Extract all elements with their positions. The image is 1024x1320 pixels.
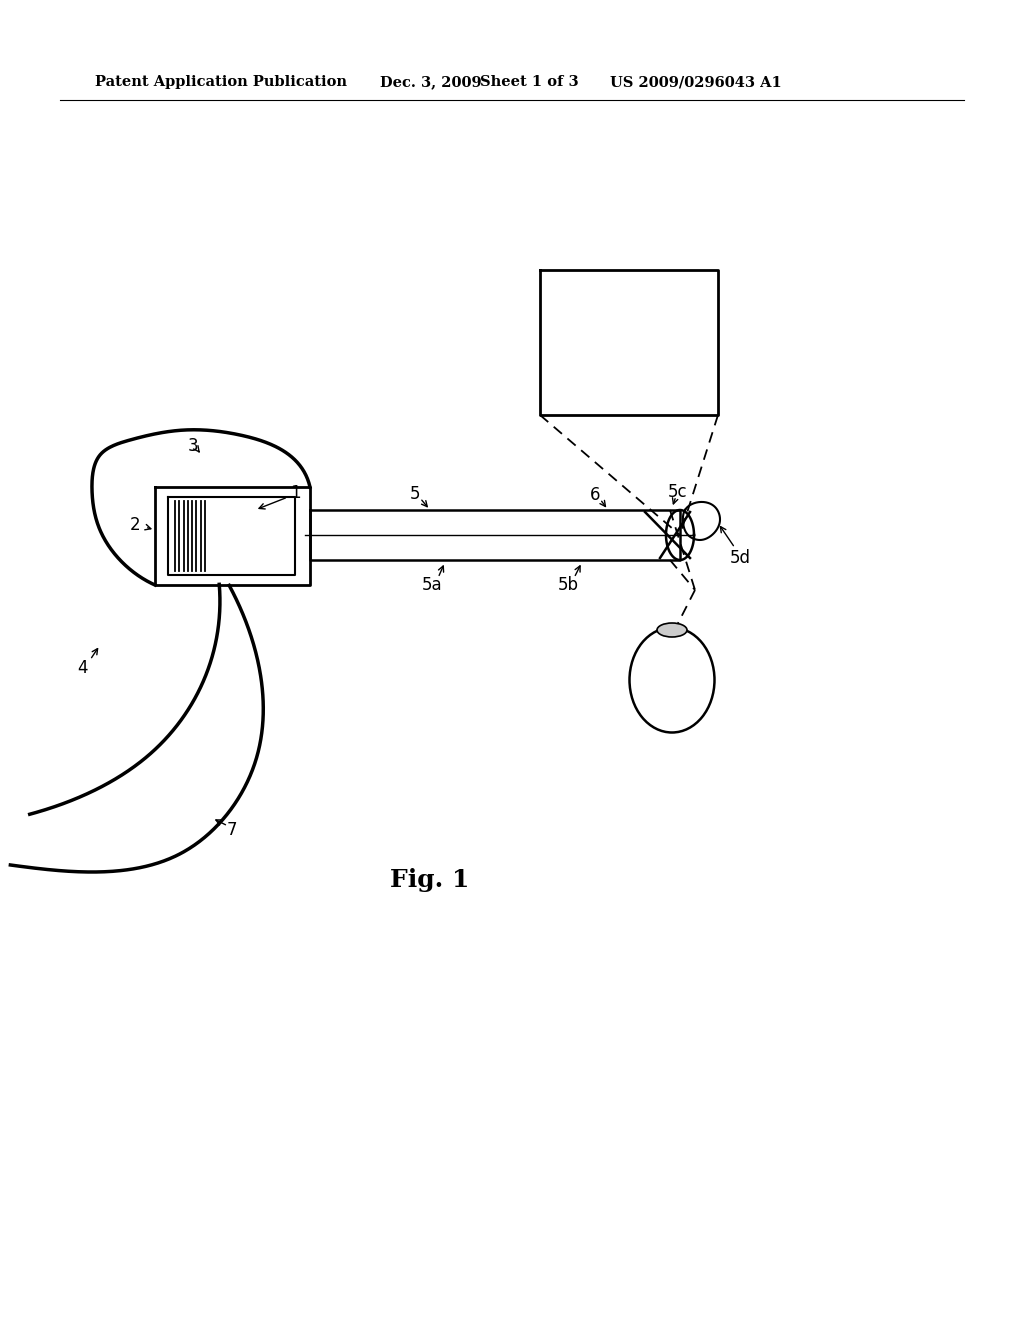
Text: 7: 7 [226,821,238,840]
Text: 4: 4 [77,659,87,677]
Text: 5a: 5a [422,576,442,594]
Ellipse shape [630,627,715,733]
Text: 5c: 5c [669,483,688,502]
Text: Fig. 1: Fig. 1 [390,869,470,892]
Text: 2: 2 [130,516,140,535]
Text: 1: 1 [290,484,300,502]
Text: 5: 5 [410,484,420,503]
Text: Sheet 1 of 3: Sheet 1 of 3 [480,75,579,88]
Text: 6: 6 [590,486,600,504]
Ellipse shape [657,623,687,638]
Text: Dec. 3, 2009: Dec. 3, 2009 [380,75,481,88]
Text: US 2009/0296043 A1: US 2009/0296043 A1 [610,75,781,88]
Text: Patent Application Publication: Patent Application Publication [95,75,347,88]
Text: 3: 3 [187,437,199,455]
Text: 5d: 5d [729,549,751,568]
Text: 5b: 5b [557,576,579,594]
